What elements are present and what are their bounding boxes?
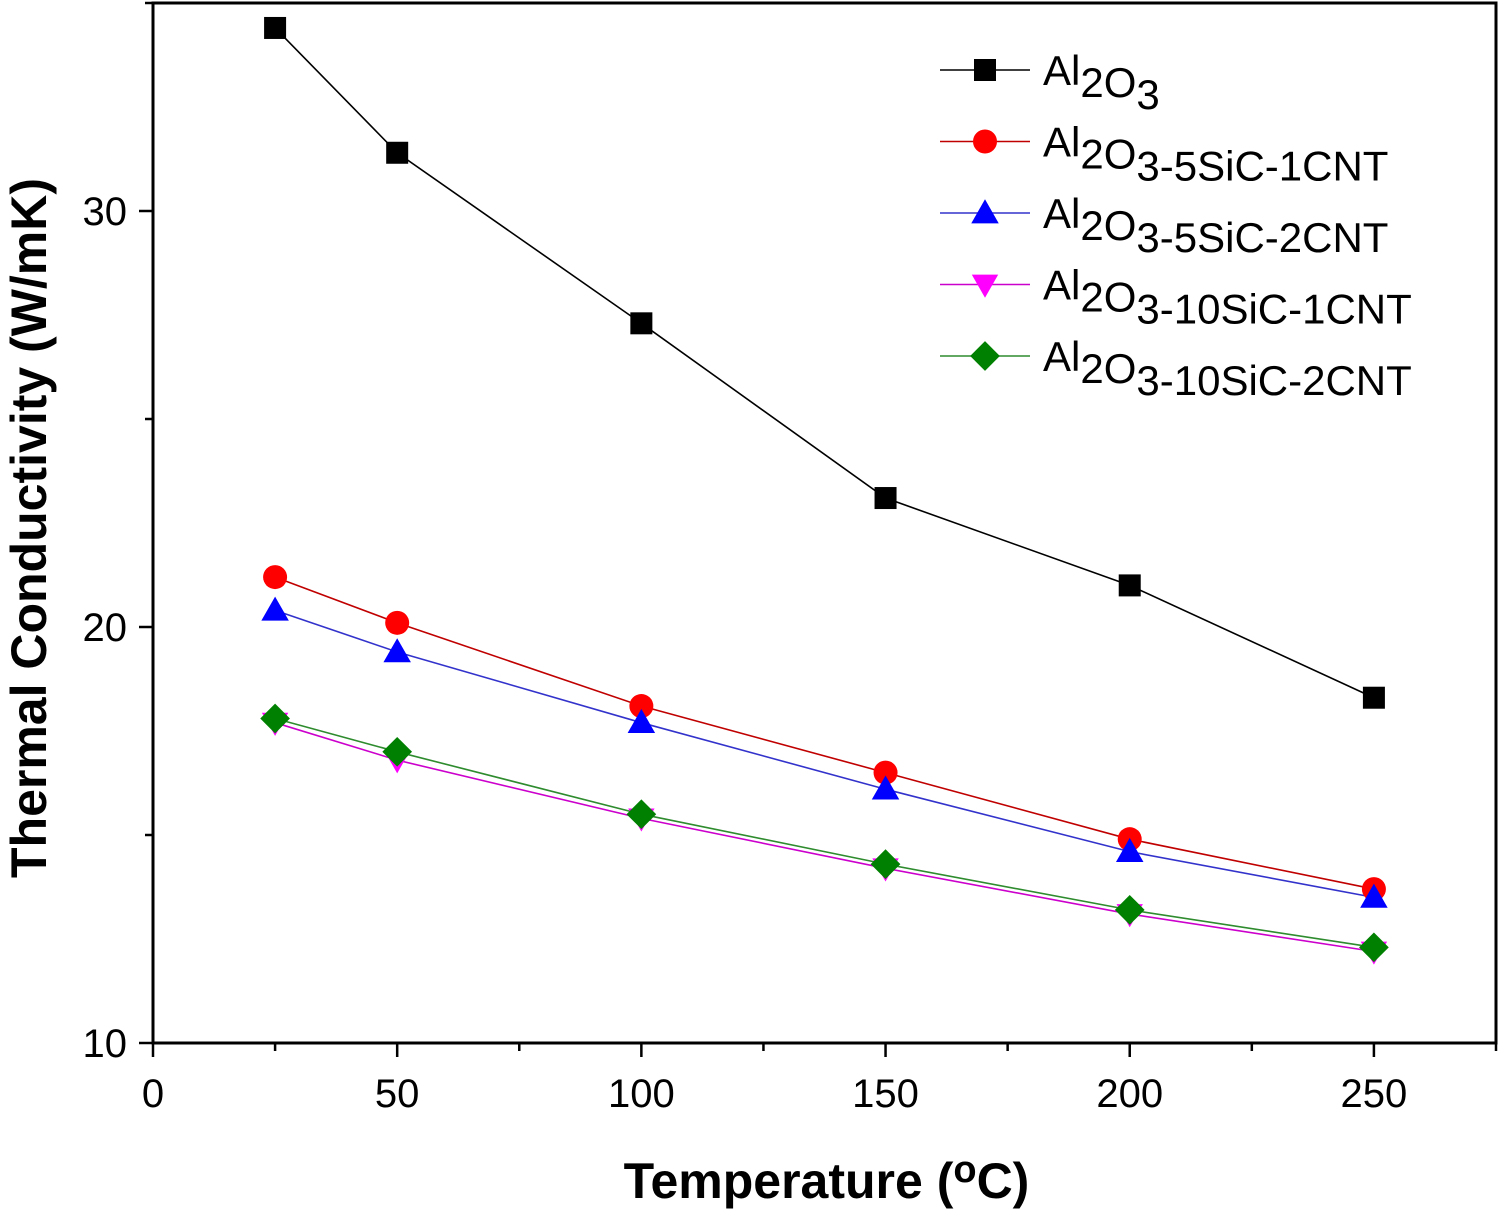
series-lines — [274, 27, 1375, 953]
legend-marker-3 — [971, 199, 999, 224]
plot-border — [151, 1, 1498, 1045]
series-3-point — [871, 775, 900, 800]
legend-marker-4 — [971, 274, 999, 298]
legend-label-3: Al2O3-5SiC-2CNT — [1043, 190, 1388, 261]
legend-marker-2 — [973, 129, 997, 154]
legend-label-1: Al2O3 — [1043, 47, 1160, 118]
legend-marker-5 — [970, 341, 1000, 371]
x-axis-title: Temperature (oC) — [624, 1149, 1030, 1209]
series-1-point — [264, 16, 287, 39]
series-2-point — [385, 610, 410, 635]
y-tick-label: 10 — [83, 1022, 128, 1066]
series-3-point — [627, 708, 656, 733]
series-2-point — [263, 565, 288, 590]
legend-label-2: Al2O3-5SiC-1CNT — [1043, 119, 1388, 190]
legend-label-5: Al2O3-10SiC-2CNT — [1043, 333, 1412, 404]
y-tick-label: 30 — [83, 190, 128, 234]
series-5-point — [1114, 895, 1145, 925]
series-3-point — [383, 638, 411, 663]
legend-marker-1 — [974, 59, 996, 81]
series-5-point — [1359, 932, 1389, 963]
x-tick-label: 150 — [852, 1072, 919, 1116]
legend: Al2O3Al2O3-5SiC-1CNTAl2O3-5SiC-2CNTAl2O3… — [940, 47, 1412, 404]
series-5-point — [382, 736, 413, 767]
y-tick-label: 20 — [83, 606, 128, 650]
x-tick-label: 100 — [608, 1072, 675, 1116]
x-tick-label: 0 — [142, 1072, 164, 1116]
series-1-point — [386, 141, 409, 164]
series-1-point — [630, 312, 653, 335]
series-3-point — [261, 596, 289, 621]
series-5-point — [260, 703, 290, 734]
series-line-5 — [274, 717, 1375, 949]
series-1-point — [874, 487, 897, 510]
x-tick-label: 50 — [375, 1072, 420, 1116]
plot-frame — [151, 1, 1498, 1045]
series-line-2 — [274, 576, 1375, 890]
series-line-1 — [274, 27, 1375, 699]
series-1-point — [1362, 686, 1385, 709]
series-markers — [260, 16, 1389, 965]
series-line-3 — [274, 609, 1375, 899]
series-2-point — [629, 694, 654, 719]
series-1-point — [1118, 574, 1141, 597]
x-tick-label: 200 — [1096, 1072, 1163, 1116]
series-line-4 — [274, 721, 1375, 953]
series-3-point — [1360, 883, 1388, 908]
y-axis-title: Thermal Conductivity (W/mK) — [1, 178, 57, 878]
series-2-point — [873, 760, 898, 785]
axis-ticks: 0 50 100 150 200 250 10 20 30 — [83, 1, 1498, 1116]
series-5-point — [626, 799, 657, 830]
legend-label-4: Al2O3-10SiC-1CNT — [1043, 262, 1412, 333]
series-5-point — [870, 849, 901, 879]
series-3-point — [1115, 837, 1144, 862]
x-tick-label: 250 — [1341, 1072, 1408, 1116]
